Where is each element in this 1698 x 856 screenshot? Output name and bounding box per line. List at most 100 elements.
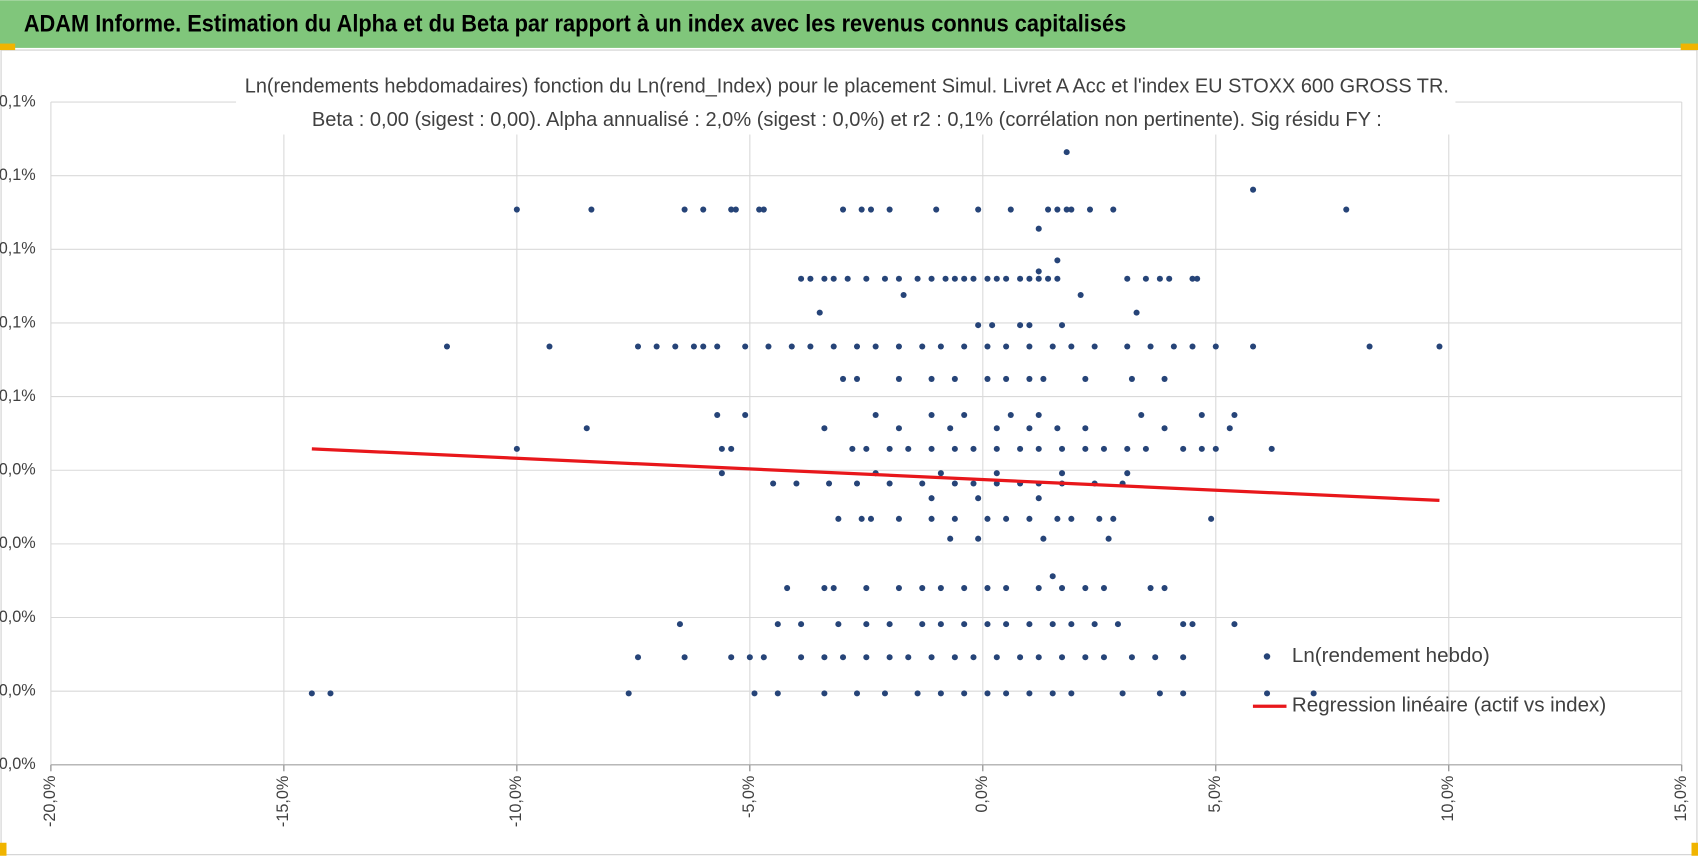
scatter-point (886, 480, 893, 487)
scatter-point (881, 690, 888, 697)
scatter-point (1110, 206, 1117, 213)
scatter-point (1003, 690, 1010, 697)
y-tick-label: 0,0% (0, 461, 36, 479)
scatter-point (588, 206, 595, 213)
scatter-point (1049, 573, 1056, 580)
scatter-point (672, 343, 679, 350)
scatter-point (984, 515, 991, 522)
scatter-point (975, 206, 982, 213)
scatter-point (1040, 535, 1047, 542)
scatter-point (327, 690, 334, 697)
scatter-point (895, 515, 902, 522)
scatter-point (1310, 690, 1317, 697)
scatter-point (1035, 495, 1042, 502)
corner-handle (1691, 842, 1698, 856)
scatter-point (1086, 206, 1094, 213)
scatter-point (881, 275, 888, 282)
scatter-point (1063, 149, 1070, 156)
scatter-point (1068, 621, 1075, 628)
scatter-point (984, 585, 991, 592)
scatter-point (1096, 515, 1103, 522)
scatter-point (1007, 206, 1014, 213)
x-tick-label: -5,0% (740, 776, 758, 818)
scatter-point (1082, 585, 1089, 592)
scatter-point (835, 621, 842, 628)
scatter-point (970, 654, 977, 661)
scatter-point (886, 621, 893, 628)
scatter-point (919, 343, 926, 350)
scatter-point (1003, 375, 1010, 382)
scatter-point (1114, 621, 1121, 628)
scatter-point (1054, 515, 1061, 522)
scatter-point (784, 585, 791, 592)
scatter-point (1026, 322, 1033, 329)
scatter-point (1147, 585, 1154, 592)
scatter-point (1035, 445, 1042, 452)
scatter-point (919, 621, 926, 628)
scatter-point (993, 425, 1000, 432)
scatter-point (914, 275, 921, 282)
scatter-point (839, 375, 847, 382)
scatter-point (816, 309, 823, 316)
scatter-point (681, 654, 688, 661)
title-background (236, 71, 1456, 135)
y-tick-label: 0,0% (0, 681, 36, 699)
scatter-point (700, 343, 707, 350)
scatter-point (872, 411, 879, 419)
scatter-point (1049, 343, 1056, 350)
scatter-point (774, 621, 781, 628)
scatter-point (634, 654, 642, 661)
scatter-point (714, 343, 721, 350)
scatter-point (1035, 585, 1042, 592)
scatter-point (858, 515, 865, 522)
scatter-point (867, 206, 875, 213)
scatter-point (895, 343, 902, 350)
x-tick-label: -10,0% (507, 776, 525, 827)
scatter-point (1003, 585, 1010, 592)
legend-swatch (1263, 653, 1271, 660)
scatter-point (513, 445, 520, 452)
scatter-point (765, 343, 772, 350)
scatter-point (975, 495, 982, 502)
scatter-point (970, 275, 977, 282)
scatter-point (975, 322, 982, 329)
scatter-point (1161, 425, 1168, 432)
scatter-point (993, 480, 1000, 487)
scatter-point (1180, 654, 1187, 661)
scatter-point (690, 343, 697, 350)
scatter-point (928, 515, 935, 522)
y-tick-label: 0,1% (0, 240, 36, 258)
scatter-point (951, 375, 958, 382)
scatter-point (1003, 275, 1010, 282)
scatter-point (1007, 411, 1014, 419)
y-tick-label: 0,1% (0, 313, 36, 331)
scatter-point (821, 654, 828, 661)
scatter-point (886, 206, 893, 213)
scatter-point (853, 690, 861, 697)
scatter-point (1124, 343, 1131, 350)
scatter-point (681, 206, 688, 213)
scatter-point (788, 343, 795, 350)
scatter-point (732, 206, 739, 213)
scatter-point (308, 690, 315, 697)
scatter-point (1082, 375, 1089, 382)
scatter-point (928, 375, 935, 382)
scatter-point (1035, 225, 1042, 232)
scatter-point (830, 585, 837, 592)
header-title: ADAM Informe. Estimation du Alpha et du … (24, 10, 1126, 37)
scatter-point (1142, 275, 1149, 282)
chart-frame (0, 49, 1698, 856)
scatter-point (984, 621, 991, 628)
scatter-point (895, 375, 902, 382)
scatter-point (807, 343, 814, 350)
scatter-point (798, 654, 805, 661)
scatter-point (928, 275, 935, 282)
scatter-point (1170, 343, 1177, 350)
scatter-point (989, 322, 996, 329)
scatter-point (770, 480, 777, 487)
scatter-point (1110, 515, 1117, 522)
scatter-point (863, 585, 870, 592)
scatter-point (718, 445, 725, 452)
grid: 0,0% 0,0% 0,0% 0,0% 0,0% 0,1% 0,1% 0,1% 0,1% 0,1%… (0, 92, 1690, 827)
